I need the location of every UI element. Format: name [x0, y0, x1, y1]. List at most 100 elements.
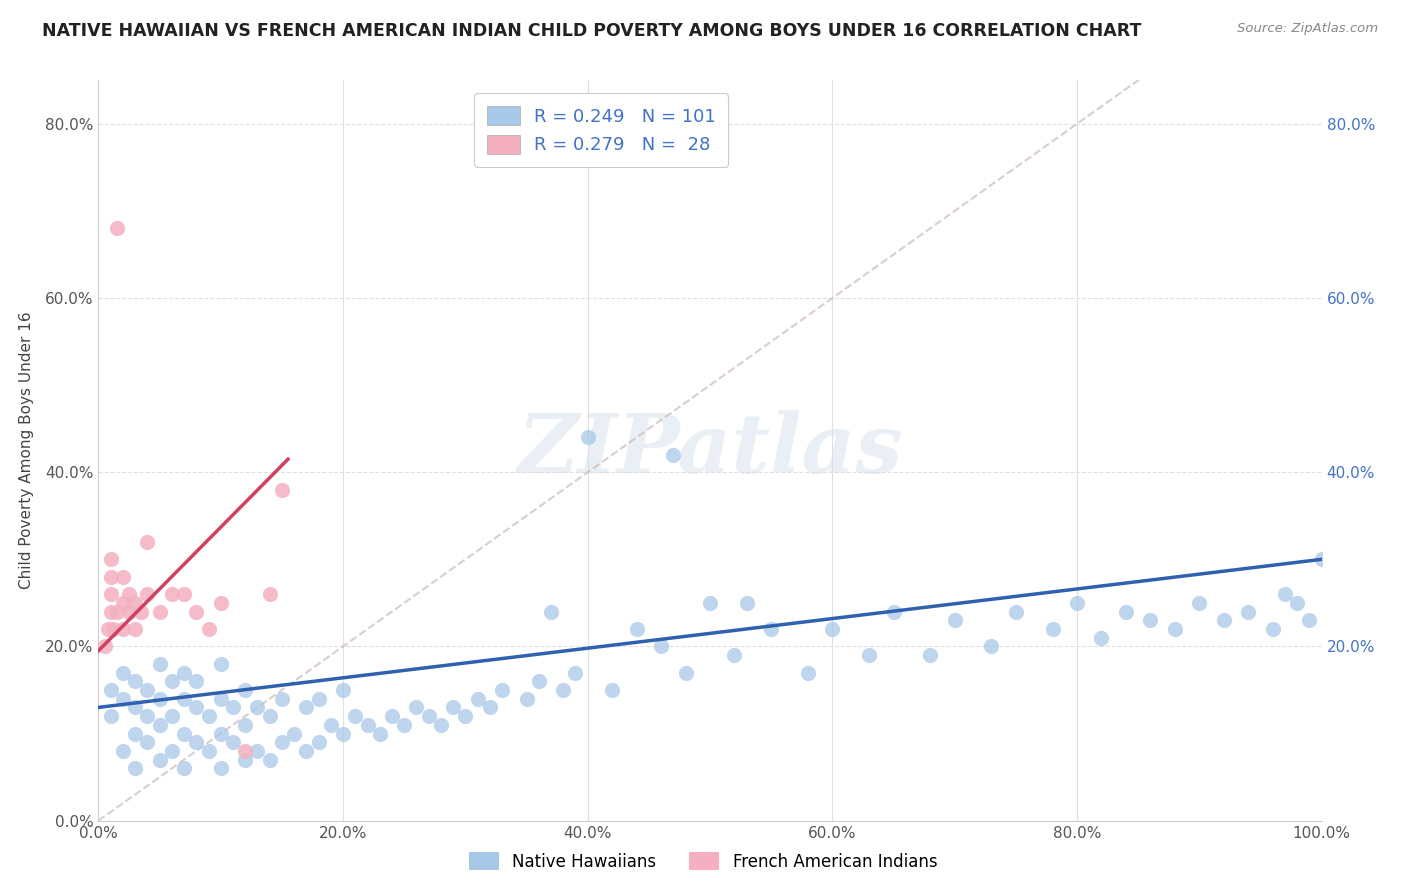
Point — [553, 683, 575, 698]
Point — [1066, 596, 1088, 610]
Point — [1212, 613, 1234, 627]
Point — [332, 683, 354, 698]
Point — [943, 613, 966, 627]
Point — [129, 605, 152, 619]
Point — [1090, 631, 1112, 645]
Point — [136, 587, 159, 601]
Point — [246, 744, 269, 758]
Point — [186, 700, 208, 714]
Point — [430, 718, 453, 732]
Y-axis label: Child Poverty Among Boys Under 16: Child Poverty Among Boys Under 16 — [18, 311, 34, 590]
Point — [233, 753, 256, 767]
Point — [270, 691, 294, 706]
Point — [173, 587, 195, 601]
Point — [467, 691, 489, 706]
Point — [527, 674, 550, 689]
Point — [100, 552, 122, 566]
Point — [160, 744, 183, 758]
Point — [381, 709, 404, 723]
Point — [662, 448, 685, 462]
Point — [368, 726, 391, 740]
Point — [295, 700, 318, 714]
Point — [308, 735, 330, 749]
Point — [233, 744, 256, 758]
Point — [392, 718, 416, 732]
Point — [111, 596, 134, 610]
Point — [93, 640, 115, 654]
Legend: Native Hawaiians, French American Indians: Native Hawaiians, French American Indian… — [460, 844, 946, 880]
Point — [1139, 613, 1161, 627]
Point — [478, 700, 501, 714]
Point — [797, 665, 820, 680]
Point — [1164, 622, 1187, 636]
Point — [735, 596, 758, 610]
Point — [1298, 613, 1320, 627]
Point — [186, 674, 208, 689]
Point — [111, 622, 134, 636]
Point — [160, 709, 183, 723]
Point — [626, 622, 648, 636]
Point — [1261, 622, 1284, 636]
Point — [160, 674, 183, 689]
Point — [197, 744, 219, 758]
Point — [209, 761, 232, 775]
Point — [197, 709, 219, 723]
Point — [136, 735, 159, 749]
Point — [883, 605, 905, 619]
Point — [699, 596, 721, 610]
Point — [124, 700, 146, 714]
Point — [441, 700, 464, 714]
Point — [405, 700, 427, 714]
Point — [149, 605, 172, 619]
Point — [308, 691, 330, 706]
Point — [821, 622, 844, 636]
Point — [111, 570, 134, 584]
Point — [1188, 596, 1211, 610]
Point — [124, 622, 146, 636]
Point — [564, 665, 586, 680]
Point — [675, 665, 697, 680]
Point — [173, 761, 195, 775]
Point — [920, 648, 942, 662]
Point — [270, 483, 294, 497]
Point — [540, 605, 562, 619]
Point — [101, 622, 124, 636]
Point — [149, 718, 172, 732]
Point — [97, 622, 120, 636]
Point — [332, 726, 354, 740]
Point — [124, 596, 146, 610]
Point — [491, 683, 513, 698]
Point — [600, 683, 623, 698]
Point — [418, 709, 440, 723]
Point — [319, 718, 342, 732]
Point — [980, 640, 1002, 654]
Point — [105, 605, 128, 619]
Point — [111, 744, 134, 758]
Point — [197, 622, 219, 636]
Point — [136, 535, 159, 549]
Point — [259, 587, 281, 601]
Point — [118, 587, 141, 601]
Point — [723, 648, 745, 662]
Point — [222, 700, 245, 714]
Point — [105, 221, 128, 235]
Point — [858, 648, 880, 662]
Point — [246, 700, 269, 714]
Point — [149, 691, 172, 706]
Point — [259, 753, 281, 767]
Point — [209, 657, 232, 671]
Point — [124, 726, 146, 740]
Point — [576, 430, 599, 444]
Point — [100, 605, 122, 619]
Point — [761, 622, 783, 636]
Point — [209, 726, 232, 740]
Point — [136, 683, 159, 698]
Point — [149, 657, 172, 671]
Point — [111, 665, 134, 680]
Point — [1274, 587, 1296, 601]
Text: NATIVE HAWAIIAN VS FRENCH AMERICAN INDIAN CHILD POVERTY AMONG BOYS UNDER 16 CORR: NATIVE HAWAIIAN VS FRENCH AMERICAN INDIA… — [42, 22, 1142, 40]
Point — [186, 735, 208, 749]
Point — [173, 691, 195, 706]
Point — [1310, 552, 1333, 566]
Point — [209, 596, 232, 610]
